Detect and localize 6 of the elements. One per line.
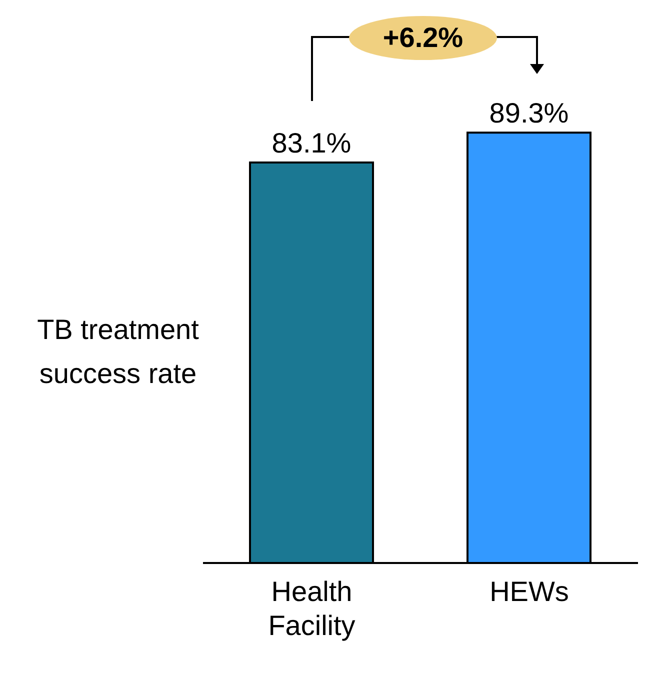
- data-label: 83.1%: [272, 127, 352, 158]
- x-tick-label: HEWs: [490, 576, 569, 607]
- y-axis-title: TB treatment success rate: [36, 313, 200, 391]
- x-tick-label: Health Facility: [268, 576, 356, 641]
- data-label: 89.3%: [489, 98, 569, 129]
- text: +6.2%: [382, 21, 464, 55]
